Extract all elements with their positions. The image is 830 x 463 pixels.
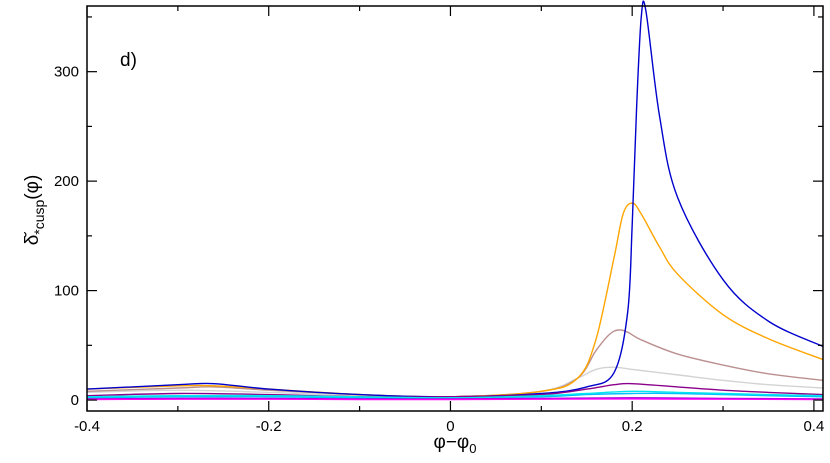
y-axis-label-tail: (φ) bbox=[22, 175, 43, 200]
x-axis-label: φ−φ0 bbox=[434, 432, 477, 456]
x-axis-label-sub: 0 bbox=[469, 441, 476, 456]
series-line-6 bbox=[86, 392, 824, 399]
series-line-3 bbox=[86, 202, 824, 398]
y-tick-label: 100 bbox=[54, 283, 79, 300]
y-tick-label: 300 bbox=[54, 64, 79, 81]
y-tick-label: 0 bbox=[71, 392, 79, 409]
x-tick-label: 0.2 bbox=[622, 418, 643, 435]
x-tick-label: -0.2 bbox=[256, 418, 282, 435]
y-axis-label-main: δ̆ bbox=[22, 232, 43, 246]
series-line-2 bbox=[86, 329, 824, 398]
plot-lines bbox=[86, 0, 824, 401]
series-line-7 bbox=[86, 390, 824, 399]
y-axis-label-sub: *cusp bbox=[31, 199, 47, 234]
plot-frame bbox=[86, 5, 824, 412]
axis-ticks: -0.4 -0.2 0 0.2 0.4 0 100 200 300 bbox=[54, 6, 824, 435]
y-tick-label: 200 bbox=[54, 173, 79, 190]
series-line-4 bbox=[86, 0, 824, 398]
y-axis-label: δ̆*cusp(φ) bbox=[22, 175, 47, 246]
series-line-9 bbox=[86, 398, 824, 401]
x-tick-label: -0.4 bbox=[74, 418, 100, 435]
x-tick-label: 0 bbox=[446, 418, 454, 435]
x-tick-label: 0.4 bbox=[803, 418, 824, 435]
series-line-5 bbox=[86, 382, 824, 398]
x-axis-label-main: φ−φ bbox=[434, 432, 470, 453]
panel-label: d) bbox=[120, 50, 137, 71]
